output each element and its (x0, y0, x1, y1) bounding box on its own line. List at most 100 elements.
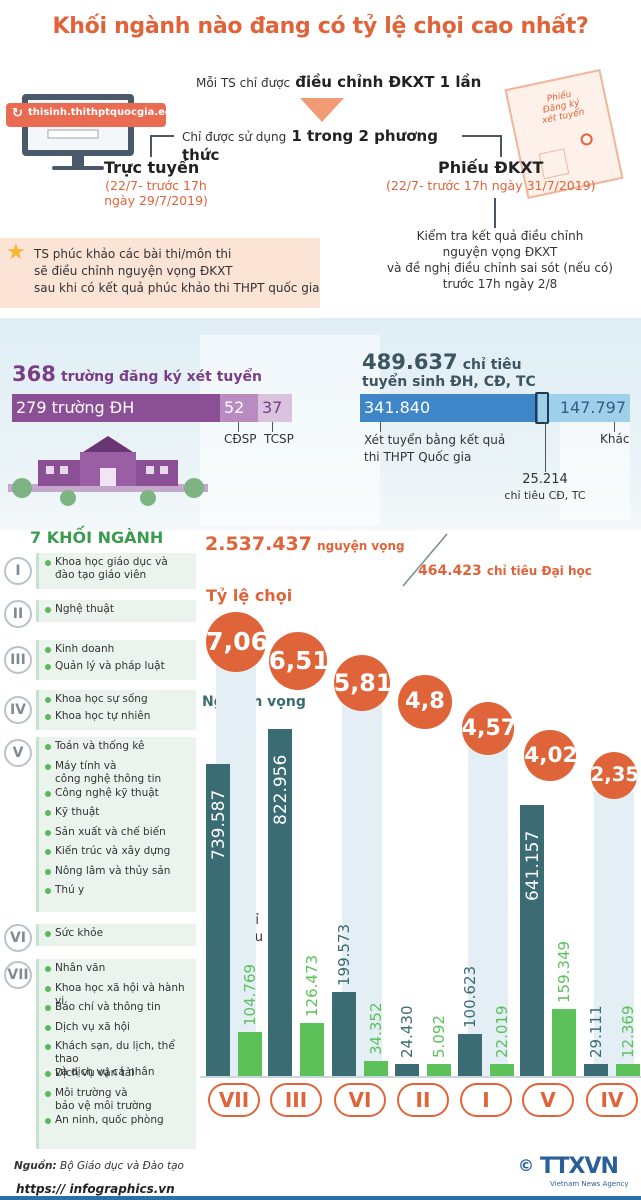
paper-title: Phiếu ĐKXT (438, 158, 544, 177)
bar-nv-v (520, 805, 544, 1076)
bar-nv-label-iv: 29.111 (587, 1005, 605, 1058)
column-background (594, 792, 634, 1076)
connector-check (494, 198, 496, 228)
quota-bar: 341.840 147.797 (360, 392, 630, 424)
group-item: Nhân văn (55, 962, 106, 974)
group-item: Thú y (55, 884, 85, 896)
groups-title: 7 KHỐI NGÀNH (30, 528, 164, 547)
star-icon: ★ (6, 240, 26, 265)
quota-other-value: 147.797 (559, 398, 626, 417)
bar-ct-label-vi: 34.352 (367, 1002, 385, 1056)
check-text: Kiểm tra kết quả điều chỉnh nguyện vọng … (387, 229, 613, 291)
summary-ct: 464.423 chỉ tiêu Đại học (418, 560, 592, 579)
bar-ct-ii (427, 1064, 451, 1076)
connector-left-v (150, 135, 152, 157)
group-roman-v: V (4, 739, 32, 767)
url-bar: ↻ thisinh.thithptquocgia.edu.vn (6, 103, 197, 127)
nv-label: nguyện vọng (317, 539, 405, 553)
bullet-icon (45, 664, 51, 670)
brand-logo: TTXVN (540, 1154, 619, 1179)
quota-other-label: Khác (600, 432, 630, 446)
group-item: Toán và thống kê (55, 740, 145, 752)
dh-label: 279 trường ĐH (16, 398, 135, 417)
bar-nv-iv (584, 1063, 608, 1076)
group-box-i: Khoa học giáo dục và đào tạo giáo viên (36, 553, 196, 589)
school-building-icon (8, 436, 208, 506)
group-box-vi: Sức khỏe (36, 924, 196, 946)
ct-total: 464.423 (418, 563, 482, 579)
bullet-icon (45, 931, 51, 937)
group-item: Dịch vụ xã hội (55, 1020, 130, 1033)
connector-right (462, 135, 502, 137)
cdsp-value: 52 (224, 398, 245, 417)
bar-nv-label-vi: 199.573 (335, 923, 353, 986)
url-text: thisinh.thithptquocgia.edu.vn (28, 107, 197, 118)
ratio-circle-v: 4,02 (524, 730, 578, 782)
building-backdrop-2 (560, 420, 630, 520)
group-roman-ii: II (4, 600, 32, 628)
group-box-iii: Kinh doanh Quản lý và pháp luật (36, 640, 196, 680)
ratio-circle-vii: 7,06 (206, 612, 268, 672)
x-category-ii: II (397, 1083, 449, 1117)
bullet-icon (45, 1024, 51, 1031)
connector-right-v (500, 135, 502, 157)
group-box-v: Toán và thống kê Máy tính và công nghệ th… (36, 737, 196, 912)
down-arrow-icon (300, 98, 344, 122)
quota-main-segment: 341.840 (360, 394, 538, 422)
bar-ct-vi (364, 1061, 388, 1076)
ratio-circle-vi: 5,81 (333, 655, 392, 712)
bar-nv-label-i: 100.623 (461, 965, 479, 1028)
tick-other (614, 422, 615, 432)
rule-two-strong: 1 trong 2 phương thức (182, 127, 438, 164)
bullet-icon (45, 1090, 51, 1097)
group-roman-vi: VI (4, 924, 32, 952)
bullet-icon (45, 829, 51, 836)
group-box-ii: Nghệ thuật (36, 600, 196, 622)
note-box (0, 238, 320, 308)
footer-url[interactable]: https:// infographics.vn (16, 1182, 175, 1196)
refresh-icon: ↻ (12, 106, 23, 121)
bottom-bar (0, 1196, 641, 1200)
bullet-icon (45, 647, 51, 653)
bullet-icon (45, 697, 51, 703)
bar-nv-vi (332, 991, 356, 1076)
group-item: Báo chí và thông tin (55, 1001, 161, 1013)
group-box-vii: Nhân văn Khoa học xã hội và hành vi Báo ch… (36, 959, 196, 1149)
bar-ct-label-vii: 104.769 (241, 963, 259, 1026)
cd-quota-value: 25.214 (522, 472, 568, 487)
quota-total-label: chỉ tiêu (462, 357, 522, 373)
ratio-circle-iv: 2,35 (590, 752, 639, 799)
group-item: Khoa học sự sống (55, 693, 148, 705)
group-item: Kinh doanh (55, 643, 115, 655)
x-category-iv: IV (586, 1083, 638, 1117)
bar-ct-v (552, 1008, 576, 1076)
tick-cdsp (238, 422, 239, 432)
bar-nv-iii (268, 728, 292, 1076)
group-item: Công nghệ kỹ thuật (55, 786, 159, 799)
group-item: An ninh, quốc phòng (55, 1113, 164, 1126)
quota-sub-label: tuyển sinh ĐH, CĐ, TC (362, 374, 536, 390)
group-item: Khách sạn, du lịch, thể thao và dịch vụ … (55, 1040, 175, 1078)
rule-one-prefix: Mỗi TS chỉ được (196, 76, 291, 90)
ct-label: chỉ tiêu Đại học (486, 564, 592, 578)
group-item: Dịch vụ vận tải (55, 1067, 135, 1079)
bullet-icon (45, 888, 51, 894)
bar-ct-label-i: 22.019 (493, 1005, 511, 1059)
column-background (468, 742, 508, 1076)
bullet-icon (45, 849, 51, 855)
bar-ct-iii (300, 1022, 324, 1076)
bar-nv-ii (395, 1064, 419, 1076)
group-item: Khoa học xã hội và hành vi (55, 981, 185, 1007)
x-category-vi: VI (334, 1083, 386, 1117)
x-category-vii: VII (208, 1083, 260, 1117)
schools-total-label: trường đăng ký xét tuyển (60, 369, 262, 385)
tick-main (380, 422, 381, 432)
nv-total: 2.537.437 (205, 533, 312, 555)
bullet-icon (45, 1071, 51, 1077)
bar-nv-label-v: 641.157 (523, 830, 543, 902)
legend-ct: Chỉ tiêu (238, 913, 263, 945)
tcsp-label: TCSP (264, 432, 294, 446)
x-category-v: V (522, 1083, 574, 1117)
note-text: TS phúc khảo các bài thi/môn thi sẽ điều… (34, 247, 320, 295)
column-background (342, 695, 382, 1076)
